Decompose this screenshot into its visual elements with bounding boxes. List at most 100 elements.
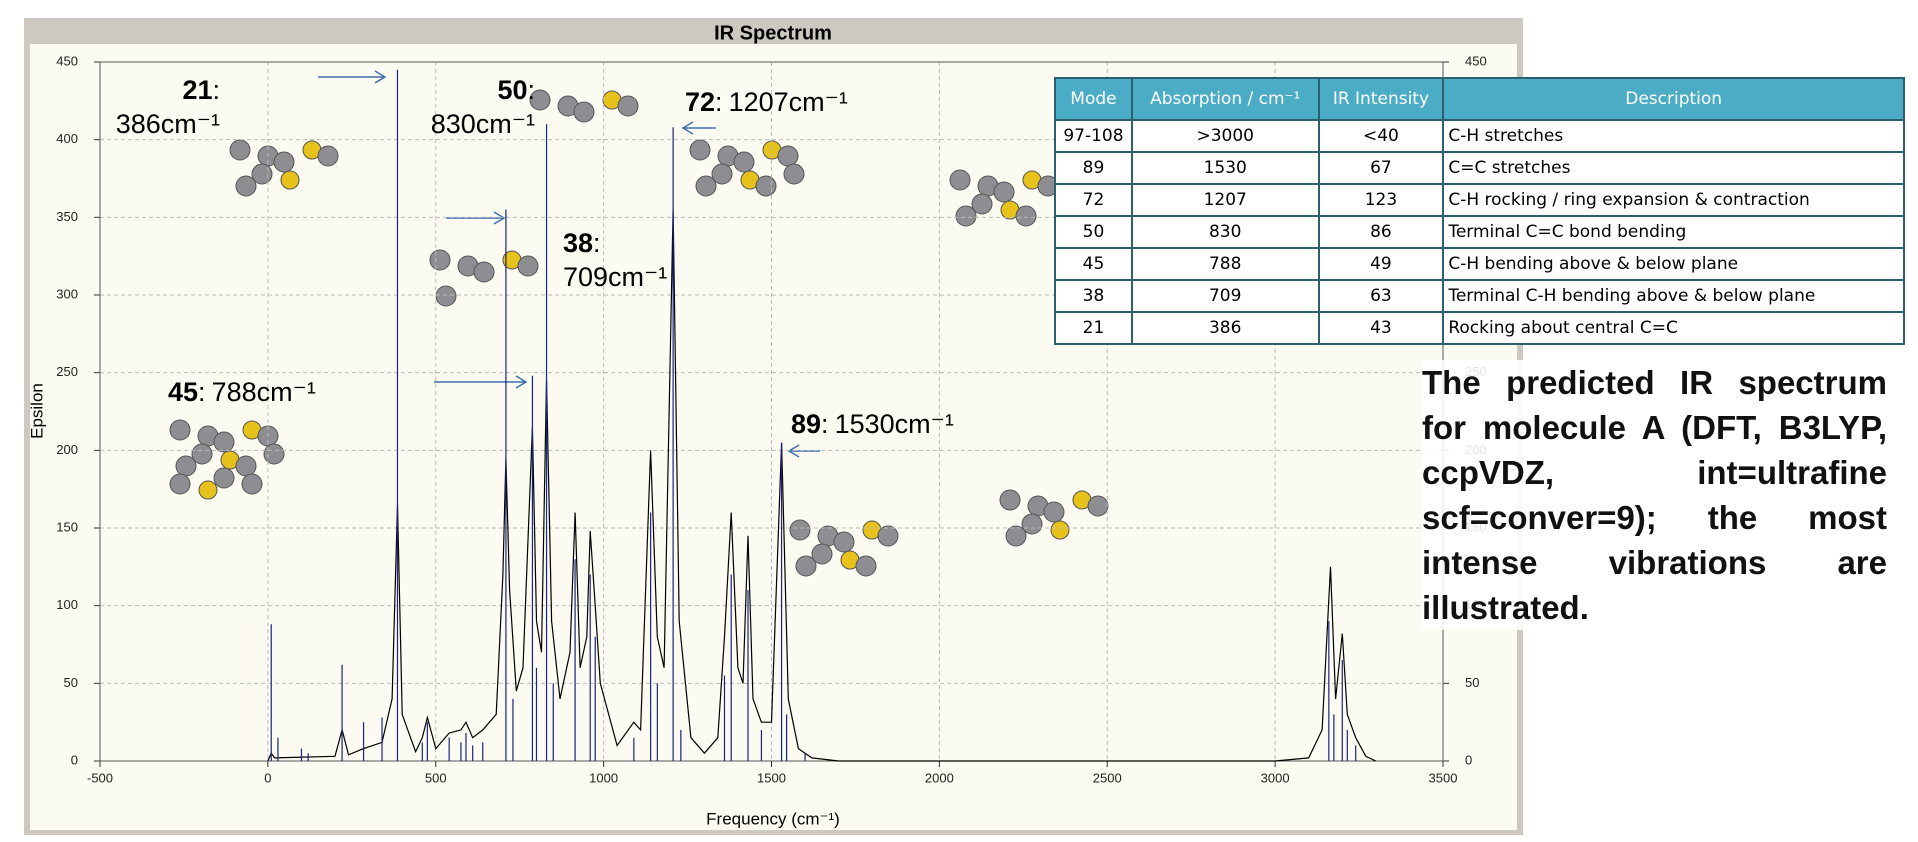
annotation-sep: : (593, 228, 601, 258)
atom (529, 89, 551, 111)
atom (811, 543, 833, 565)
annotation: 45: 788cm⁻¹ (168, 377, 316, 407)
table-cell: Terminal C-H bending above & below plane (1442, 279, 1905, 313)
table-cell: >3000 (1130, 119, 1320, 153)
atom (955, 205, 977, 227)
atom (733, 151, 755, 173)
annotation: 709cm⁻¹ (563, 262, 667, 292)
annotation-sep: : (198, 377, 206, 407)
atom (263, 443, 285, 465)
annotation: 89: 1530cm⁻¹ (791, 409, 954, 439)
atom (169, 419, 191, 441)
atom (971, 193, 993, 215)
table-cell: <40 (1317, 119, 1445, 153)
atom (855, 555, 877, 577)
column-header: IR Intensity (1317, 77, 1445, 121)
x-tick-label: 3000 (1261, 770, 1290, 785)
atom (755, 175, 777, 197)
atom (695, 175, 717, 197)
table-cell: 1207 (1130, 183, 1320, 217)
table-cell: Terminal C=C bond bending (1442, 215, 1905, 249)
atom (783, 163, 805, 185)
caption: The predicted IR spectrum for molecule A… (1422, 360, 1887, 630)
annotation: 830cm⁻¹ (431, 109, 535, 139)
annotation-mode: 50 (497, 75, 527, 105)
atom (280, 170, 300, 190)
column-header: Absorption / cm⁻¹ (1130, 77, 1320, 121)
x-tick-label: 500 (425, 770, 447, 785)
table-cell: 43 (1317, 311, 1445, 345)
table-cell: 21 (1054, 311, 1133, 345)
annotation: 72: 1207cm⁻¹ (685, 87, 848, 117)
atom (1050, 520, 1070, 540)
atom (235, 175, 257, 197)
column-header: Mode (1054, 77, 1133, 121)
spectrum-line (267, 209, 1377, 762)
table-cell: 97-108 (1054, 119, 1133, 153)
table-row: 97-108 >3000 <40 C-H stretches (1054, 119, 1905, 153)
table-cell: 38 (1054, 279, 1133, 313)
arrow (681, 121, 716, 135)
atom (689, 139, 711, 161)
arrow (318, 70, 387, 84)
atom (789, 519, 811, 541)
y-tick-label: 400 (56, 131, 78, 146)
atom (169, 473, 191, 495)
y-tick-label: 450 (56, 53, 78, 68)
table-row: 45 788 49 C-H bending above & below plane (1054, 247, 1905, 281)
x-tick-label: 2500 (1093, 770, 1122, 785)
table-row: 72 1207 123 C-H rocking / ring expansion & … (1054, 183, 1905, 217)
table-cell: 50 (1054, 215, 1133, 249)
annotation-mode: 21 (182, 75, 212, 105)
atom (1015, 205, 1037, 227)
annotation-freq: 1207cm⁻¹ (729, 87, 848, 117)
table-row: 38 709 63 Terminal C-H bending above & belo… (1054, 279, 1905, 313)
x-tick-label: -500 (87, 770, 113, 785)
annotation-freq: 830cm⁻¹ (431, 109, 535, 139)
atom (795, 555, 817, 577)
atom (711, 163, 733, 185)
y-tick-label: 0 (71, 752, 78, 767)
atom (573, 101, 595, 123)
y-axis-label: Epsilon (27, 383, 46, 439)
annotation-mode: 89 (791, 409, 821, 439)
x-tick-label: 2000 (925, 770, 954, 785)
annotation-mode: 72 (685, 87, 715, 117)
table-cell: 72 (1054, 183, 1133, 217)
y-tick-label: 300 (56, 286, 78, 301)
table-cell: 89 (1054, 151, 1133, 185)
atom (317, 145, 339, 167)
chart-title: IR Spectrum (714, 22, 832, 44)
table-cell: 788 (1130, 247, 1320, 281)
atom (517, 255, 539, 277)
arrow (434, 375, 528, 389)
x-tick-label: 3500 (1429, 770, 1458, 785)
table-cell: C=C stretches (1442, 151, 1905, 185)
y-tick-label: 50 (64, 675, 78, 690)
atom (833, 531, 855, 553)
annotation-sep: : (527, 75, 535, 105)
table-cell: 123 (1317, 183, 1445, 217)
y2-tick-label: 450 (1465, 53, 1487, 68)
table-cell: C-H stretches (1442, 119, 1905, 153)
y-tick-label: 200 (56, 442, 78, 457)
atom (251, 163, 273, 185)
annotation-freq: 709cm⁻¹ (563, 262, 667, 292)
atom (999, 489, 1021, 511)
annotation-sep: : (212, 75, 220, 105)
y-tick-label: 100 (56, 597, 78, 612)
table-row: 89 1530 67 C=C stretches (1054, 151, 1905, 185)
atom (191, 443, 213, 465)
table-cell: 45 (1054, 247, 1133, 281)
table-row: 50 830 86 Terminal C=C bond bending (1054, 215, 1905, 249)
table-cell: 709 (1130, 279, 1320, 313)
atom (198, 480, 218, 500)
arrow (787, 444, 820, 458)
atom (1087, 495, 1109, 517)
atom (213, 431, 235, 453)
table-cell: 86 (1317, 215, 1445, 249)
y-tick-label: 250 (56, 364, 78, 379)
atom (473, 261, 495, 283)
table-cell: Rocking about central C=C (1442, 311, 1905, 345)
